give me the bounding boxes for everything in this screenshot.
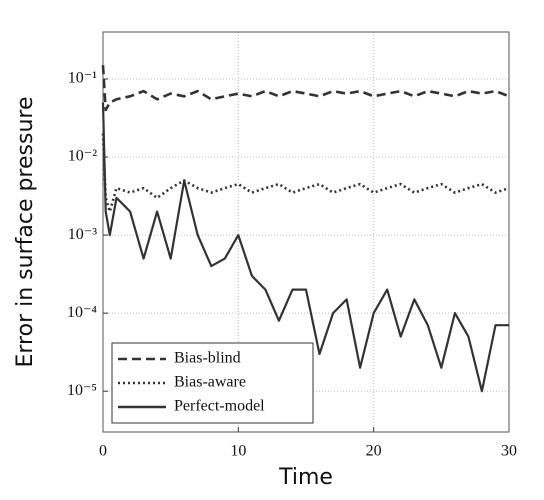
legend-label: Perfect-model <box>174 398 265 415</box>
legend-box <box>111 342 314 424</box>
x-tick-label: 10 <box>230 443 246 460</box>
x-axis-label: Time <box>278 465 333 490</box>
y-tick-label: 10⁻⁵ <box>67 382 97 399</box>
line-series <box>101 133 510 213</box>
y-tick-label: 10⁻² <box>68 148 97 165</box>
x-tick-label: 30 <box>501 443 517 460</box>
legend-label: Bias-blind <box>174 350 241 367</box>
line-series <box>101 102 509 393</box>
legend-label: Bias-aware <box>174 374 246 391</box>
y-tick-label: 10⁻¹ <box>68 70 97 87</box>
x-tick-label: 20 <box>366 443 382 460</box>
plot-frame <box>102 31 510 433</box>
y-tick-label: 10⁻³ <box>68 226 97 243</box>
x-tick-label: 0 <box>99 443 107 460</box>
y-axis-label: Error in surface pressure <box>13 97 38 368</box>
line-series <box>101 65 510 112</box>
y-tick-label: 10⁻⁴ <box>67 304 97 321</box>
